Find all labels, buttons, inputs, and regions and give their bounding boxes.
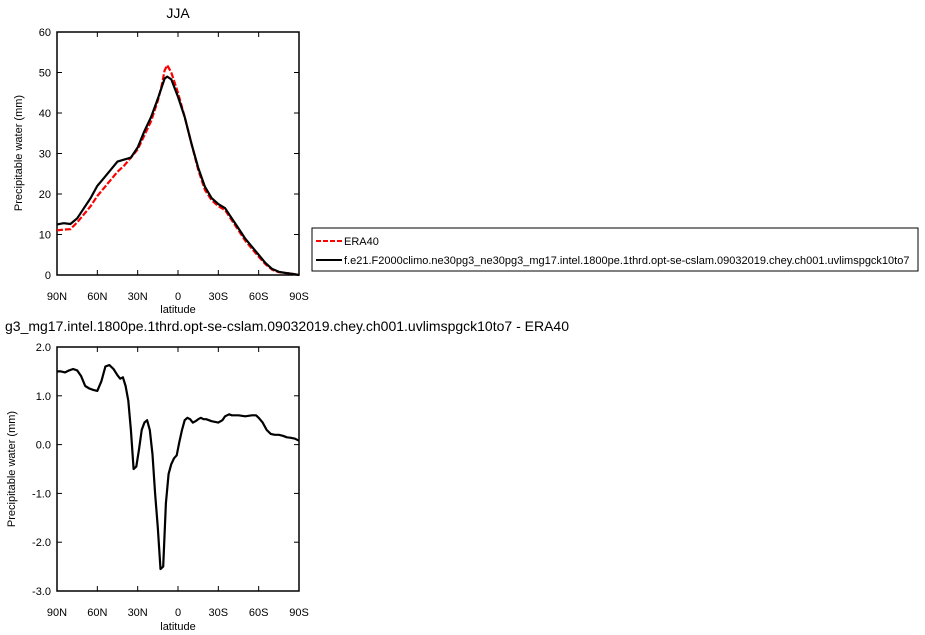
top-y-tick-label: 50 bbox=[39, 68, 51, 80]
bottom-x-ticks: 90N 60N 30N 0 30S 60S 90S bbox=[47, 347, 309, 619]
bottom-x-tick-label: 60S bbox=[249, 607, 269, 619]
bottom-y-tick-label: -1.0 bbox=[32, 488, 51, 500]
bottom-y-ticks: -3.0 -2.0 -1.0 0.0 1.0 2.0 bbox=[32, 342, 299, 598]
top-y-tick-label: 40 bbox=[39, 108, 51, 120]
top-plot-frame bbox=[56, 31, 300, 276]
top-x-tick-label: 30S bbox=[209, 291, 229, 303]
top-y-tick-label: 20 bbox=[39, 189, 51, 201]
bottom-x-tick-label: 0 bbox=[175, 607, 181, 619]
top-x-tick-label: 90S bbox=[289, 291, 309, 303]
bottom-y-tick-label: 2.0 bbox=[36, 342, 51, 354]
bottom-x-axis-label: latitude bbox=[160, 621, 195, 633]
top-x-tick-label: 90N bbox=[47, 291, 67, 303]
bottom-chart-title: g3_mg17.intel.1800pe.1thrd.opt-se-cslam.… bbox=[5, 318, 569, 334]
top-series-lines bbox=[56, 64, 300, 277]
top-x-tick-label: 60N bbox=[87, 291, 107, 303]
legend-box bbox=[311, 227, 919, 272]
bottom-y-tick-label: 0.0 bbox=[36, 440, 51, 452]
bottom-y-tick-label: -2.0 bbox=[32, 537, 51, 549]
top-x-tick-label: 0 bbox=[175, 291, 181, 303]
top-y-tick-label: 0 bbox=[45, 270, 51, 282]
bottom-panel: g3_mg17.intel.1800pe.1thrd.opt-se-cslam.… bbox=[5, 318, 569, 633]
bottom-y-tick-label: 1.0 bbox=[36, 391, 51, 403]
top-panel: JJA 0 10 20 30 40 50 60 90N 60N 30N 0 30S 60S 90S la… bbox=[13, 5, 309, 316]
bottom-x-tick-label: 90S bbox=[289, 607, 309, 619]
legend: ERA40 f.e21.F2000climo.ne30pg3_ne30pg3_m… bbox=[311, 227, 919, 272]
bottom-x-tick-label: 30N bbox=[128, 607, 148, 619]
top-y-tick-label: 60 bbox=[39, 27, 51, 39]
top-x-tick-label: 60S bbox=[249, 291, 269, 303]
top-y-tick-label: 10 bbox=[39, 230, 51, 242]
bottom-series-line-model bbox=[57, 364, 300, 571]
bottom-plot-frame bbox=[56, 346, 300, 592]
top-series-line-era40 bbox=[56, 64, 300, 277]
top-x-axis-label: latitude bbox=[160, 304, 195, 316]
legend-label-model: f.e21.F2000climo.ne30pg3_ne30pg3_mg17.in… bbox=[344, 255, 909, 267]
top-series-line-model bbox=[56, 75, 300, 277]
legend-label-era40: ERA40 bbox=[344, 236, 379, 248]
bottom-x-tick-label: 30S bbox=[209, 607, 229, 619]
bottom-x-tick-label: 60N bbox=[87, 607, 107, 619]
top-chart-title: JJA bbox=[166, 5, 190, 21]
top-x-tick-label: 30N bbox=[128, 291, 148, 303]
top-y-ticks: 0 10 20 30 40 50 60 bbox=[39, 27, 299, 282]
top-x-ticks: 90N 60N 30N 0 30S 60S 90S bbox=[47, 32, 309, 303]
bottom-y-tick-label: -3.0 bbox=[32, 586, 51, 598]
bottom-y-axis-label: Precipitable water (mm) bbox=[6, 411, 18, 527]
top-y-axis-label: Precipitable water (mm) bbox=[13, 95, 25, 211]
top-y-tick-label: 30 bbox=[39, 149, 51, 161]
bottom-series-lines bbox=[57, 364, 300, 571]
bottom-x-tick-label: 90N bbox=[47, 607, 67, 619]
